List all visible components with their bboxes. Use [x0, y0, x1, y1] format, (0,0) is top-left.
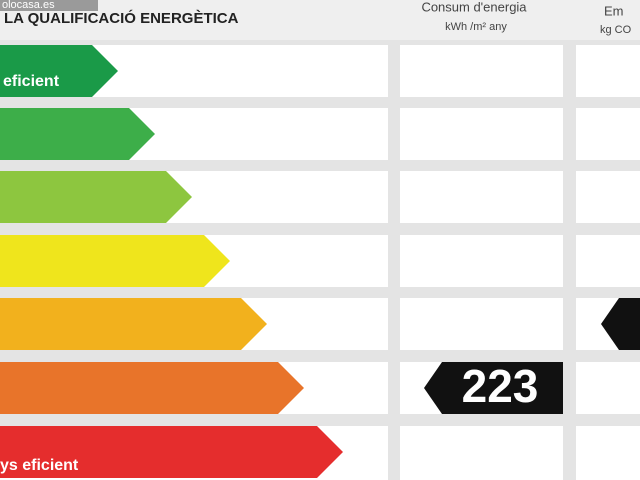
value-cell [576, 362, 640, 414]
arrow-a [0, 45, 118, 97]
value-cell [400, 298, 563, 350]
arrow-d [0, 235, 230, 287]
rating-value: 223 [462, 360, 539, 412]
value-cell [576, 426, 640, 480]
arrow-b [0, 108, 155, 160]
column-unit: kWh /m² any [445, 21, 507, 33]
value-cell [576, 108, 640, 160]
header-title: LA QUALIFICACIÓ ENERGÈTICA [4, 9, 239, 27]
value-cell [576, 171, 640, 223]
column-title: Consum d'energia [421, 0, 527, 14]
watermark: olocasa.es [2, 0, 55, 11]
value-cell [576, 235, 640, 287]
value-cell [400, 235, 563, 287]
value-cell [400, 108, 563, 160]
column-title: Em [604, 3, 624, 18]
arrow-f [0, 362, 304, 414]
arrow-g [0, 426, 343, 478]
column-unit: kg CO [600, 24, 632, 36]
scale-top-label: eficient [3, 73, 60, 90]
value-cell [400, 171, 563, 223]
arrow-e [0, 298, 267, 350]
scale-arrows [0, 45, 343, 478]
arrow-c [0, 171, 192, 223]
emission-arrow [601, 298, 640, 350]
value-cell [400, 426, 563, 480]
value-cell [400, 45, 563, 97]
value-cell [576, 45, 640, 97]
rating-arrow [424, 362, 563, 414]
header-band [0, 0, 640, 40]
scale-bottom-label: ys eficient [0, 457, 79, 474]
watermark-band [0, 0, 98, 11]
